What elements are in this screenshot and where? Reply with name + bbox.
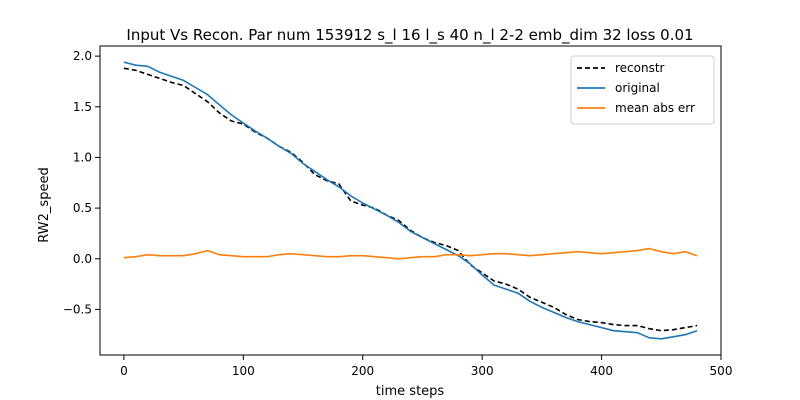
plot-frame (99, 45, 722, 356)
y-axis: −0.5 0.0 0.5 1.0 1.5 2.0 (63, 49, 100, 316)
y-axis-label: RW2_speed (37, 167, 52, 242)
y-tick-label: 2.0 (73, 49, 92, 63)
x-tick-label: 400 (590, 364, 613, 378)
x-tick-label: 0 (120, 364, 128, 378)
x-tick-label: 300 (471, 364, 494, 378)
x-tick-label: 100 (232, 364, 255, 378)
x-tick-label: 500 (710, 364, 733, 378)
x-tick-label: 200 (351, 364, 374, 378)
y-tick-label: 0.5 (73, 201, 92, 215)
chart-title: Input Vs Recon. Par num 153912 s_l 16 l_… (126, 26, 693, 45)
x-axis: 0 100 200 300 400 500 (120, 355, 732, 378)
legend-entry: mean abs err (615, 101, 695, 115)
legend: reconstr original mean abs err (570, 55, 715, 125)
y-tick-label: −0.5 (63, 302, 92, 316)
y-tick-label: 0.0 (73, 252, 92, 266)
legend-entry: original (615, 81, 660, 95)
legend-box (570, 55, 715, 125)
series-line-2 (123, 247, 698, 260)
plot-area (99, 45, 722, 356)
y-tick-label: 1.5 (73, 100, 92, 114)
x-axis-label: time steps (376, 384, 445, 399)
series-line-1 (123, 61, 698, 340)
y-tick-label: 1.0 (73, 150, 92, 164)
legend-entry: reconstr (615, 61, 665, 75)
